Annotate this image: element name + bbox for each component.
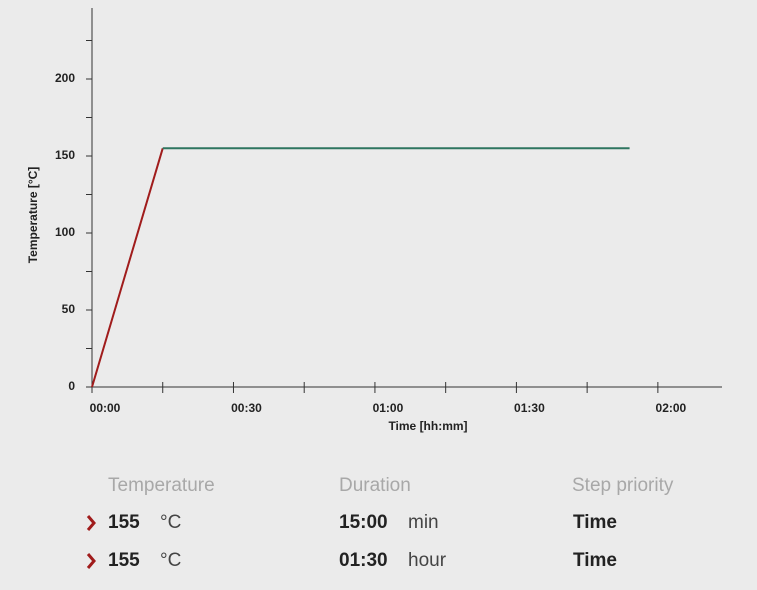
table-cell: hour — [408, 550, 447, 571]
table-cell: 15:00 — [339, 512, 388, 533]
table-cell: °C — [160, 512, 181, 533]
y-tick-label: 100 — [55, 225, 75, 239]
x-axis-label: Time [hh:mm] — [388, 419, 467, 433]
y-tick-label: 50 — [62, 302, 76, 316]
table-cell: °C — [160, 550, 181, 571]
x-tick-label: 01:00 — [373, 401, 404, 415]
column-header: Temperature — [108, 475, 215, 496]
data-line — [91, 148, 164, 388]
chevron-icon[interactable] — [86, 553, 96, 569]
table-cell: 155 — [108, 512, 140, 533]
x-tick-label: 00:00 — [90, 401, 121, 415]
table-cell: Time — [573, 550, 617, 571]
column-header: Duration — [339, 475, 411, 496]
chevron-icon[interactable] — [86, 515, 96, 531]
y-tick-label: 150 — [55, 148, 75, 162]
x-tick-label: 01:30 — [514, 401, 545, 415]
table-cell: min — [408, 512, 439, 533]
table-cell: 155 — [108, 550, 140, 571]
table-cell: Time — [573, 512, 617, 533]
x-tick-label: 02:00 — [656, 401, 687, 415]
y-tick-label: 0 — [68, 379, 75, 393]
x-tick-label: 00:30 — [231, 401, 262, 415]
column-header: Step priority — [572, 475, 674, 496]
y-axis-label: Temperature [°C] — [26, 167, 40, 264]
table-cell: 01:30 — [339, 550, 388, 571]
y-tick-label: 200 — [55, 71, 75, 85]
